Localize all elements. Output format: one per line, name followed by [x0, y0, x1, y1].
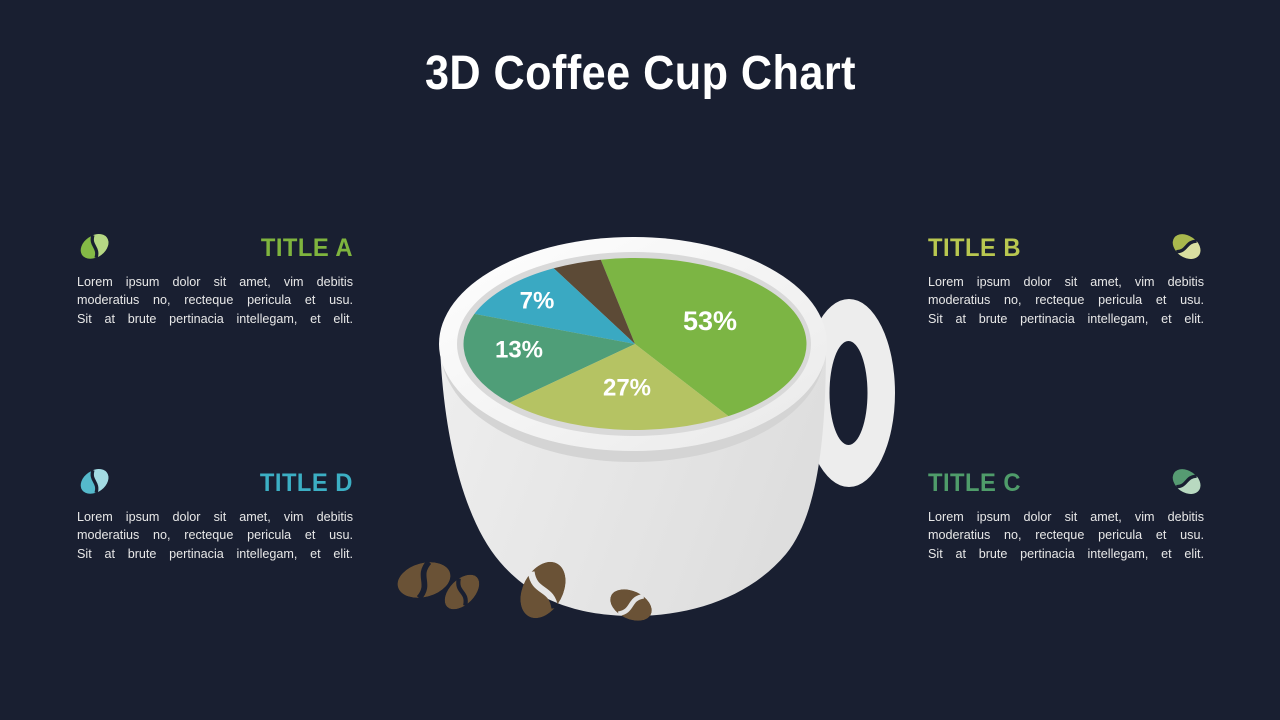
info-block-d: TITLE D Lorem ipsum dolor sit amet, vim … — [77, 461, 353, 563]
coffee-bean-icon — [1172, 468, 1201, 494]
coffee-beans — [397, 561, 652, 621]
pie-slice — [553, 259, 635, 344]
block-body: Lorem ipsum dolor sit amet, vim debitis … — [77, 510, 353, 561]
pie-chart: 53% 7% 13% 27% — [463, 257, 807, 430]
pie-slice-label: 7% — [520, 288, 555, 315]
block-title: TITLE A — [260, 233, 353, 262]
coffee-bean-icon — [80, 233, 109, 259]
pie-slice — [474, 268, 635, 344]
pie-slice — [463, 313, 635, 403]
pie-slice-label: 27% — [603, 375, 651, 402]
block-title: TITLE C — [928, 468, 1022, 497]
block-body: Lorem ipsum dolor sit amet, vim debitis … — [928, 510, 1204, 561]
page-title: 3D Coffee Cup Chart — [424, 47, 856, 100]
pie-slice-label: 13% — [495, 337, 543, 364]
coffee-bean — [520, 561, 566, 619]
coffee-bean — [397, 562, 451, 598]
info-block-c: TITLE C Lorem ipsum dolor sit amet, vim … — [928, 461, 1204, 563]
coffee-bean-icon — [80, 468, 109, 494]
pie-slice — [600, 257, 807, 417]
block-title: TITLE B — [928, 233, 1022, 262]
coffee-bean-icon — [1172, 233, 1201, 259]
block-body: Lorem ipsum dolor sit amet, vim debitis … — [77, 275, 353, 326]
info-block-b: TITLE B Lorem ipsum dolor sit amet, vim … — [928, 226, 1204, 328]
info-block-a: TITLE A Lorem ipsum dolor sit amet, vim … — [77, 226, 353, 328]
pie-slice-label: 53% — [683, 306, 737, 336]
coffee-bean — [444, 574, 480, 610]
block-body: Lorem ipsum dolor sit amet, vim debitis … — [928, 275, 1204, 326]
coffee-bean — [610, 589, 652, 621]
pie-slice — [509, 344, 729, 430]
block-title: TITLE D — [259, 468, 353, 497]
